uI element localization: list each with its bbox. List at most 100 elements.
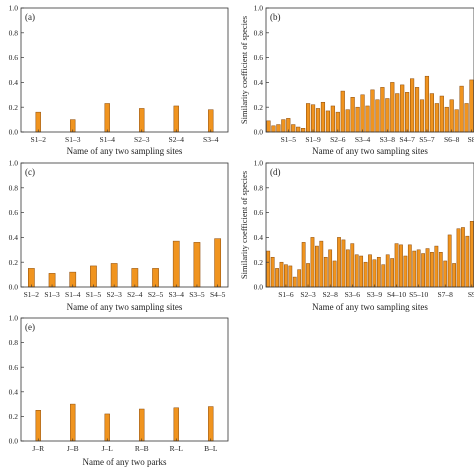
- y-tick-label: 0.4: [9, 78, 19, 87]
- panel-a: 0.0 0.2 0.4 0.6 0.8 1.0 S1–2 S1–3 S1–4 S2–3 S2–4 S3…: [9, 4, 229, 156]
- bar: [390, 82, 395, 133]
- bar: [400, 84, 405, 133]
- bar: [399, 244, 403, 288]
- bar: [461, 227, 465, 288]
- x-tick-label: S3–5: [189, 290, 205, 299]
- y-tick-label: 0.0: [254, 128, 264, 137]
- bar: [359, 255, 364, 288]
- y-tick-label: 0.2: [254, 103, 264, 112]
- bar: [139, 108, 145, 133]
- bar: [469, 79, 474, 133]
- bar: [208, 109, 214, 133]
- bar: [328, 249, 333, 288]
- bar: [332, 260, 337, 288]
- bar: [464, 103, 469, 133]
- bar: [310, 237, 315, 288]
- y-tick-label: 0.4: [254, 78, 264, 87]
- bar: [110, 263, 118, 288]
- x-tick-label: S2–6: [330, 135, 346, 144]
- y-tick-label: 1.0: [9, 4, 19, 13]
- bar: [444, 106, 449, 133]
- x-tick-label: S1–9: [305, 135, 321, 144]
- x-tick-label: S2–3: [134, 135, 150, 144]
- x-axis-label: Name of any two sampling sites: [312, 302, 428, 312]
- bar: [370, 89, 375, 133]
- axes-frame: [265, 162, 474, 288]
- bar: [459, 85, 464, 133]
- bar: [403, 255, 408, 288]
- y-tick-label: 1.0: [9, 314, 19, 323]
- x-tick-label: J–L: [102, 444, 114, 453]
- y-axis-label: Similarity coefficient of species: [239, 16, 249, 124]
- bar: [469, 221, 474, 288]
- x-tick-label: S3–4: [169, 290, 185, 299]
- bar: [281, 119, 286, 133]
- x-tick-label: S2–4: [169, 135, 185, 144]
- bar: [434, 245, 439, 288]
- bar: [345, 249, 350, 288]
- bar: [419, 99, 425, 133]
- panel-label: (c): [25, 167, 35, 177]
- bar: [320, 101, 326, 133]
- bar: [266, 250, 271, 288]
- y-tick-label: 0.6: [9, 53, 19, 62]
- bar: [337, 237, 341, 288]
- bar: [394, 243, 399, 288]
- y-tick-label: 0.8: [254, 28, 264, 37]
- bar: [173, 407, 179, 442]
- bar: [288, 265, 293, 288]
- bar: [139, 408, 145, 442]
- y-tick-label: 0.4: [9, 233, 19, 242]
- bar: [172, 240, 180, 288]
- bar: [372, 259, 377, 288]
- x-tick-label: S2–8: [322, 290, 338, 299]
- x-tick-label: S2–3: [300, 290, 316, 299]
- x-tick-label: S1–3: [65, 135, 81, 144]
- bar: [465, 235, 470, 288]
- panel-c: 0.0 0.2 0.4 0.6 0.8 1.0 S1–2 S1–3 S1–4 S1–5 S2–3 S2…: [9, 159, 229, 312]
- bar: [131, 268, 139, 288]
- y-tick-label: 0.4: [9, 387, 19, 396]
- x-tick-label: S3–8: [380, 135, 396, 144]
- y-tick-label: 0.2: [9, 103, 19, 112]
- bar: [330, 105, 335, 133]
- axes-frame: [20, 317, 229, 442]
- bar: [430, 252, 434, 288]
- y-tick-label: 0.8: [9, 28, 19, 37]
- bar: [340, 90, 345, 133]
- bar: [319, 240, 324, 288]
- x-tick-label: S3–4: [203, 135, 219, 144]
- bar: [447, 234, 452, 288]
- bar: [214, 238, 222, 288]
- x-tick-label: S8: [468, 135, 474, 144]
- bar: [363, 261, 368, 288]
- x-tick-label: S4–5: [210, 290, 226, 299]
- y-tick-label: 1.0: [254, 159, 264, 168]
- bar: [429, 93, 434, 133]
- bar: [416, 249, 421, 288]
- bar: [208, 406, 214, 442]
- x-tick-label: J–R: [32, 444, 44, 453]
- y-tick-label: 0.2: [254, 258, 264, 267]
- bar: [276, 124, 281, 133]
- y-tick-label: 0.2: [9, 258, 19, 267]
- y-tick-label: 0.0: [254, 283, 264, 292]
- x-axis-label: Name of any two sampling sites: [67, 302, 183, 312]
- bar: [410, 78, 415, 133]
- bar: [341, 239, 346, 288]
- panel-label: (d): [270, 167, 281, 177]
- bar: [325, 110, 330, 133]
- bar: [28, 268, 35, 288]
- bar: [434, 103, 439, 133]
- bar: [439, 95, 444, 133]
- bar: [376, 256, 381, 288]
- bar: [301, 128, 306, 133]
- y-axis-label: Similarity coefficient of species: [239, 171, 249, 279]
- y-tick-label: 0.2: [9, 412, 19, 421]
- bar: [368, 254, 372, 288]
- bar: [271, 125, 276, 133]
- x-tick-label: R–B: [135, 444, 149, 453]
- x-tick-label: S1–5: [86, 290, 102, 299]
- bar: [456, 228, 461, 288]
- bar: [193, 242, 201, 288]
